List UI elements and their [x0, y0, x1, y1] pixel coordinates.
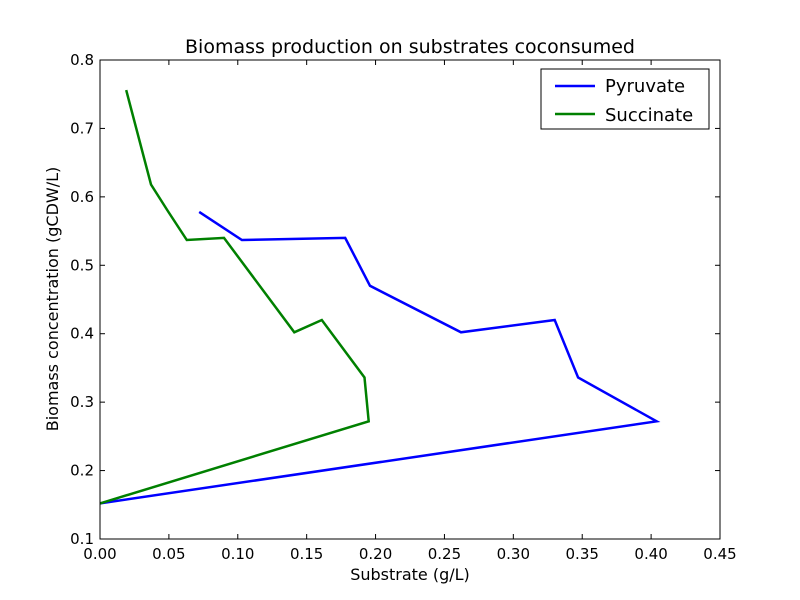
x-tick-label: 0.45 — [703, 545, 736, 563]
y-tick-label: 0.7 — [70, 119, 94, 137]
legend-label-pyruvate: Pyruvate — [605, 76, 685, 97]
tick-layer: 0.00 0.05 0.10 0.15 0.20 0.25 0.30 0.35 0.40 0.45… — [70, 51, 737, 563]
x-tick-label: 0.15 — [290, 545, 323, 563]
x-tick-label: 0.35 — [566, 545, 599, 563]
y-tick-label: 0.6 — [70, 188, 94, 206]
x-tick-label: 0.20 — [359, 545, 392, 563]
series-layer — [99, 89, 661, 505]
y-tick-label: 0.2 — [70, 462, 94, 480]
legend: Pyruvate Succinate — [540, 68, 710, 130]
x-tick-label: 0.40 — [634, 545, 667, 563]
legend-label-succinate: Succinate — [605, 105, 693, 126]
y-axis-label: Biomass concentration (gCDW/L) — [43, 167, 62, 432]
x-tick-label: 0.30 — [497, 545, 530, 563]
plot-frame — [99, 59, 721, 540]
y-tick-label: 0.5 — [70, 256, 94, 274]
x-tick-label: 0.10 — [221, 545, 254, 563]
x-tick-label: 0.00 — [83, 545, 116, 563]
chart-title: Biomass production on substrates coconsu… — [185, 36, 635, 58]
legend-frame — [540, 68, 710, 130]
series-line-pyruvate — [99, 210, 661, 505]
series-line-succinate — [99, 89, 371, 505]
y-tick-label: 0.4 — [70, 325, 94, 343]
y-tick-label: 0.1 — [70, 530, 94, 548]
plot-area: 0.00 0.05 0.10 0.15 0.20 0.25 0.30 0.35 0.40 0.45… — [70, 51, 737, 563]
plot-background — [100, 60, 720, 539]
y-tick-label: 0.3 — [70, 393, 94, 411]
x-axis-label: Substrate (g/L) — [350, 565, 470, 584]
x-tick-label: 0.25 — [428, 545, 461, 563]
y-tick-label: 0.8 — [70, 51, 94, 69]
x-tick-label: 0.05 — [152, 545, 185, 563]
